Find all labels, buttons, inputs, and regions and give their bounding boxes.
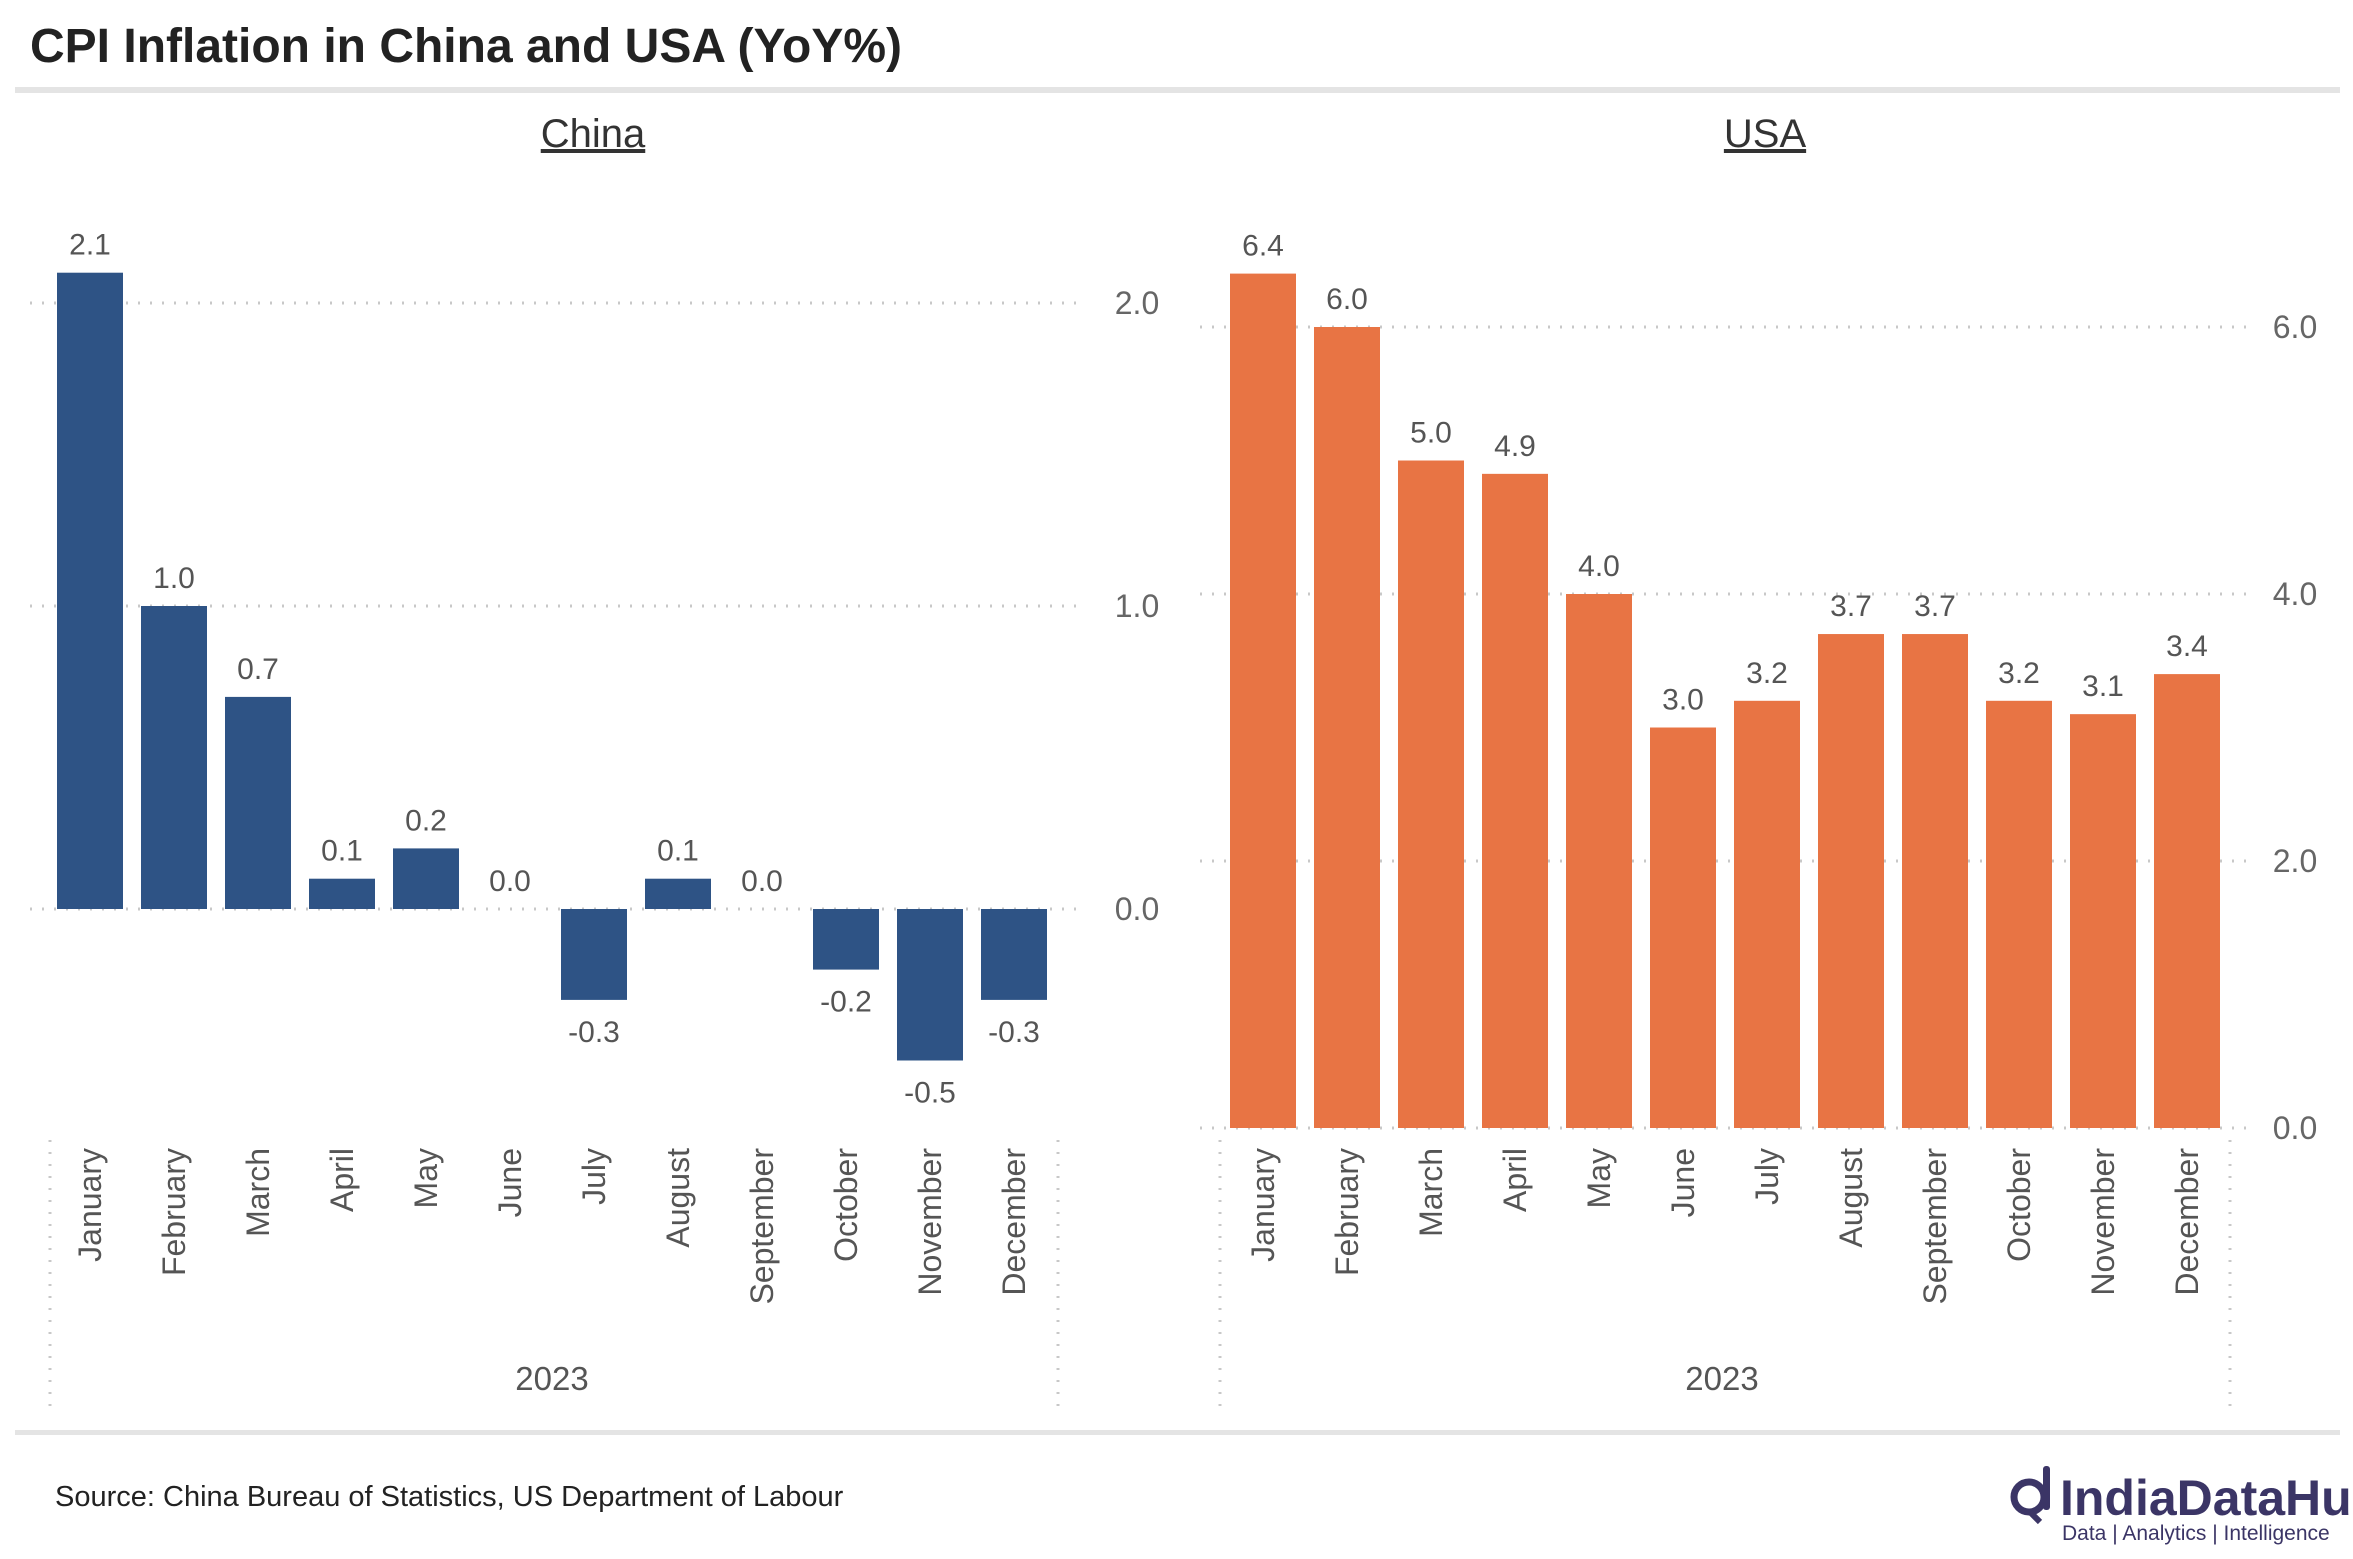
china-x-tick-label: June xyxy=(492,1148,528,1217)
china-x-tick-label: December xyxy=(996,1148,1032,1296)
usa-bar xyxy=(2154,674,2220,1128)
usa-panel: USA 2023 0.0 2.0 4.0 6.0 6.4 January 6.0 Februa… xyxy=(1200,112,2317,1410)
usa-data-label: 3.2 xyxy=(1998,657,2040,690)
usa-y-tick-label: 4.0 xyxy=(2273,576,2317,612)
china-data-label: 0.0 xyxy=(741,865,783,898)
china-x-tick-label: March xyxy=(240,1148,276,1237)
china-data-label: 0.0 xyxy=(489,865,531,898)
top-divider xyxy=(15,87,2340,93)
usa-x-tick-label: August xyxy=(1833,1148,1869,1248)
china-bar xyxy=(309,878,375,909)
usa-x-tick-label: July xyxy=(1749,1148,1785,1205)
usa-y-tick-label: 0.0 xyxy=(2273,1110,2317,1146)
china-bar xyxy=(561,909,627,1000)
china-x-tick-label: September xyxy=(744,1148,780,1305)
china-bar xyxy=(645,878,711,909)
usa-x-tick-label: June xyxy=(1665,1148,1701,1217)
china-bar xyxy=(57,272,123,909)
usa-bar xyxy=(2070,714,2136,1128)
usa-x-tick-label: April xyxy=(1497,1148,1533,1212)
usa-x-tick-label: October xyxy=(2001,1148,2037,1262)
usa-x-tick-label: February xyxy=(1329,1148,1365,1276)
china-x-tick-label: November xyxy=(912,1148,948,1296)
china-data-label: -0.5 xyxy=(904,1077,956,1110)
usa-x-tick-label: December xyxy=(2169,1148,2205,1296)
china-bar xyxy=(225,696,291,909)
china-bar xyxy=(897,909,963,1061)
usa-bar xyxy=(1230,273,1296,1129)
usa-x-tick-label: January xyxy=(1245,1148,1281,1262)
china-panel: China 2023 0.0 1.0 2.0 2.1 January 1.0 Februar… xyxy=(30,112,1159,1410)
usa-x-tick-label: March xyxy=(1413,1148,1449,1237)
china-data-label: 2.1 xyxy=(69,229,111,262)
usa-y-tick-label: 6.0 xyxy=(2273,309,2317,345)
china-data-label: 0.1 xyxy=(657,835,699,868)
usa-data-label: 6.0 xyxy=(1326,283,1368,316)
logo-name: IndiaDataHub xyxy=(2060,1470,2353,1526)
usa-data-label: 4.9 xyxy=(1494,430,1536,463)
bottom-divider xyxy=(15,1430,2340,1435)
source-note: Source: China Bureau of Statistics, US D… xyxy=(55,1481,844,1513)
usa-data-label: 3.7 xyxy=(1914,590,1956,623)
china-x-tick-label: April xyxy=(324,1148,360,1212)
usa-y-tick-label: 2.0 xyxy=(2273,843,2317,879)
usa-x-tick-label: November xyxy=(2085,1148,2121,1296)
usa-bar xyxy=(1482,473,1548,1129)
china-x-tick-label: May xyxy=(408,1148,444,1208)
usa-x-axis-label: 2023 xyxy=(1685,1360,1758,1397)
china-bar xyxy=(981,909,1047,1000)
china-x-tick-label: August xyxy=(660,1148,696,1248)
china-data-label: 0.7 xyxy=(237,653,279,686)
usa-subtitle: USA xyxy=(1724,112,1807,156)
china-x-tick-label: January xyxy=(72,1148,108,1262)
china-data-label: -0.3 xyxy=(568,1016,620,1049)
china-bar xyxy=(141,606,207,909)
usa-data-label: 3.2 xyxy=(1746,657,1788,690)
china-data-label: -0.2 xyxy=(820,986,872,1019)
usa-x-tick-label: May xyxy=(1581,1148,1617,1208)
china-x-axis-label: 2023 xyxy=(515,1360,588,1397)
usa-data-label: 4.0 xyxy=(1578,550,1620,583)
usa-data-label: 3.0 xyxy=(1662,684,1704,717)
usa-bar xyxy=(1566,594,1632,1128)
usa-bar xyxy=(1986,700,2052,1128)
usa-bar xyxy=(1398,460,1464,1128)
usa-data-label: 3.1 xyxy=(2082,670,2124,703)
china-data-label: 0.1 xyxy=(321,835,363,868)
china-data-label: -0.3 xyxy=(988,1016,1040,1049)
usa-x-tick-label: September xyxy=(1917,1148,1953,1305)
logo-mark-icon xyxy=(2010,1466,2050,1525)
china-x-tick-label: October xyxy=(828,1148,864,1262)
indiadatahub-logo: IndiaDataHub Data | Analytics | Intellig… xyxy=(2010,1466,2353,1545)
china-bar xyxy=(393,848,459,909)
usa-bar xyxy=(1902,634,1968,1128)
usa-data-label: 3.7 xyxy=(1830,590,1872,623)
usa-data-label: 3.4 xyxy=(2166,630,2208,663)
usa-data-label: 6.4 xyxy=(1242,230,1284,263)
chart-title: CPI Inflation in China and USA (YoY%) xyxy=(30,20,902,73)
usa-bar xyxy=(1818,634,1884,1128)
china-y-tick-label: 2.0 xyxy=(1115,285,1159,321)
china-y-tick-label: 1.0 xyxy=(1115,588,1159,624)
usa-bar xyxy=(1734,700,1800,1128)
usa-bar xyxy=(1314,327,1380,1128)
china-subtitle: China xyxy=(541,112,646,156)
usa-bar xyxy=(1650,727,1716,1128)
china-bar xyxy=(813,909,879,970)
china-y-tick-label: 0.0 xyxy=(1115,891,1159,927)
china-x-tick-label: July xyxy=(576,1148,612,1205)
china-data-label: 1.0 xyxy=(153,562,195,595)
logo-tagline: Data | Analytics | Intelligence xyxy=(2062,1522,2330,1545)
china-data-label: 0.2 xyxy=(405,804,447,837)
china-x-tick-label: February xyxy=(156,1148,192,1276)
usa-data-label: 5.0 xyxy=(1410,417,1452,450)
